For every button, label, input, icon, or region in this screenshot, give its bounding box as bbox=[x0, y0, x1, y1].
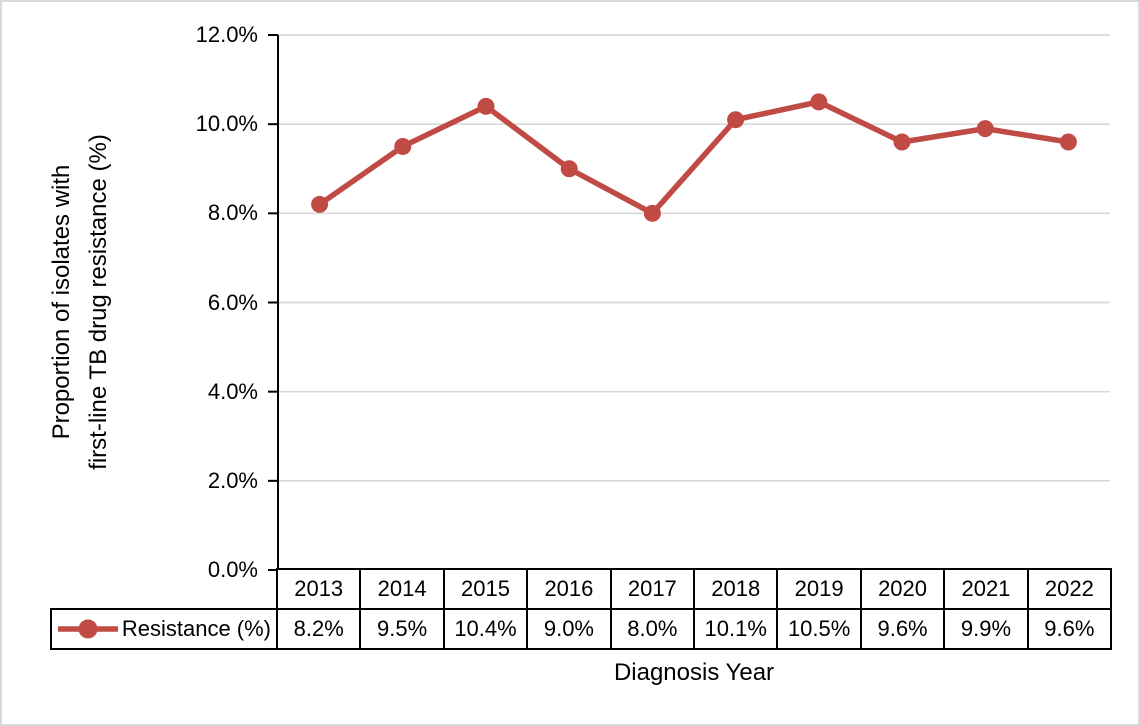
year-cell-2015: 2015 bbox=[442, 570, 526, 608]
value-cell-2022: 9.6% bbox=[1026, 610, 1110, 648]
value-cell-2021: 9.9% bbox=[943, 610, 1026, 648]
series-line-marker-icon bbox=[58, 619, 118, 639]
x-axis-title: Diagnosis Year bbox=[613, 659, 775, 686]
y-tick-label: 0.0% bbox=[207, 557, 258, 582]
chart-data-table: 2013 2014 2015 2016 2017 2018 2019 2020 2021 2022… bbox=[276, 568, 1112, 650]
y-tick-label: 4.0% bbox=[207, 378, 258, 404]
y-axis-title-line1: Proportion of isolates with bbox=[48, 164, 75, 440]
value-cell-2015: 10.4% bbox=[442, 610, 526, 648]
y-tick-label: 6.0% bbox=[207, 289, 258, 315]
year-cell-2019: 2019 bbox=[776, 570, 859, 608]
data-point-2017 bbox=[643, 204, 661, 222]
year-cell-2014: 2014 bbox=[359, 570, 442, 608]
data-point-2018 bbox=[727, 111, 745, 129]
year-cell-2022: 2022 bbox=[1026, 570, 1110, 608]
y-tick-label: 2.0% bbox=[207, 467, 258, 493]
legend-cell: Resistance (%) bbox=[50, 608, 278, 650]
y-axis-title: Proportion of isolates with first-line T… bbox=[43, 134, 117, 470]
data-point-2019 bbox=[810, 93, 828, 111]
y-tick-label: 10.0% bbox=[195, 111, 258, 137]
year-cell-2013: 2013 bbox=[294, 576, 344, 601]
data-point-2020 bbox=[893, 133, 911, 151]
value-cell-2016: 9.0% bbox=[526, 610, 609, 648]
year-cell-2017: 2017 bbox=[609, 570, 693, 608]
data-point-2014 bbox=[394, 137, 412, 155]
series-value-row: 8.2% 9.5% 10.4% 9.0% 8.0% 10.1% 10.5% 9.6% 9.9% 9… bbox=[278, 608, 1110, 648]
year-header-row: 2013 2014 2015 2016 2017 2018 2019 2020 2021 2022 bbox=[278, 570, 1110, 608]
value-cell-2020: 9.6% bbox=[859, 610, 943, 648]
y-tick-label: 12.0% bbox=[195, 22, 258, 47]
value-cell-2013: 8.2% bbox=[293, 616, 344, 641]
value-cell-2017: 8.0% bbox=[609, 610, 693, 648]
year-cell-2016: 2016 bbox=[526, 570, 609, 608]
value-cell-2019: 10.5% bbox=[776, 610, 859, 648]
year-cell-2020: 2020 bbox=[859, 570, 943, 608]
y-tick-label: 8.0% bbox=[207, 200, 258, 226]
y-axis-title-line2: first-line TB drug resistance (%) bbox=[85, 134, 112, 470]
year-cell-2018: 2018 bbox=[693, 570, 776, 608]
year-cell-2021: 2021 bbox=[943, 570, 1026, 608]
series-line bbox=[316, 99, 1072, 217]
series-legend-label: Resistance (%) bbox=[121, 616, 271, 641]
value-cell-2018: 10.1% bbox=[693, 610, 776, 648]
data-point-2015 bbox=[477, 97, 495, 115]
data-point-2021 bbox=[976, 120, 994, 138]
data-point-2016 bbox=[560, 160, 578, 178]
value-cell-2014: 9.5% bbox=[359, 610, 442, 648]
data-point-2013 bbox=[311, 195, 329, 213]
data-point-2022 bbox=[1059, 133, 1077, 151]
